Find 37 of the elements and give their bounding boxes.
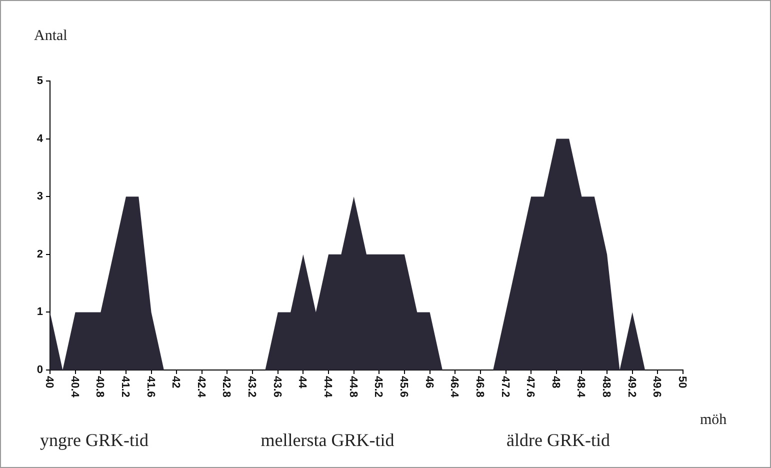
x-tick-label: 50: [676, 376, 688, 388]
x-tick-label: 43.6: [270, 376, 283, 398]
x-axis-title: möh: [700, 412, 727, 429]
x-tick-label: 40.4: [68, 376, 80, 398]
x-tick-label: 44.8: [346, 376, 359, 398]
x-tick-label: 42.4: [194, 376, 207, 398]
x-tick-label: 47.2: [498, 376, 511, 398]
x-tick-label: 48: [549, 376, 562, 388]
y-tick-label: 3: [36, 190, 43, 203]
y-tick-label: 4: [36, 132, 44, 145]
x-tick-label: 45.6: [397, 376, 410, 398]
y-tick-label: 2: [36, 248, 43, 260]
x-tick-label: 45.2: [372, 376, 384, 398]
x-tick-label: 42: [170, 376, 182, 388]
text: mellersta GRK-tid: [260, 430, 394, 451]
x-tick-label: 44: [296, 376, 308, 390]
y-tick-label: 1: [36, 306, 43, 318]
x-tick-label: 49.6: [650, 376, 663, 398]
x-tick-label: 40: [43, 376, 55, 388]
y-tick-label: 5: [36, 75, 43, 88]
x-tick-label: 46: [422, 376, 435, 388]
x-tick-label: 48.4: [574, 376, 587, 398]
x-tick-label: 46.4: [448, 376, 460, 398]
x-tick-label: 47.6: [524, 376, 536, 398]
x-tick-label: 41.2: [118, 376, 131, 398]
text: yngre GRK-tid: [40, 430, 148, 451]
x-tick-label: 42.8: [220, 376, 232, 398]
x-tick-label: 44.4: [322, 376, 334, 398]
x-tick-label: 48.8: [600, 376, 612, 398]
x-tick-label: 46.8: [473, 376, 486, 398]
text: äldre GRK-tid: [506, 430, 610, 451]
x-tick-label: 49.2: [625, 376, 638, 398]
x-tick-label: 43.2: [246, 376, 258, 398]
x-tick-label: 41.6: [144, 376, 156, 398]
y-axis-title: Antal: [34, 28, 68, 45]
x-tick-label: 40.8: [94, 376, 106, 398]
y-tick-label: 0: [36, 364, 43, 376]
